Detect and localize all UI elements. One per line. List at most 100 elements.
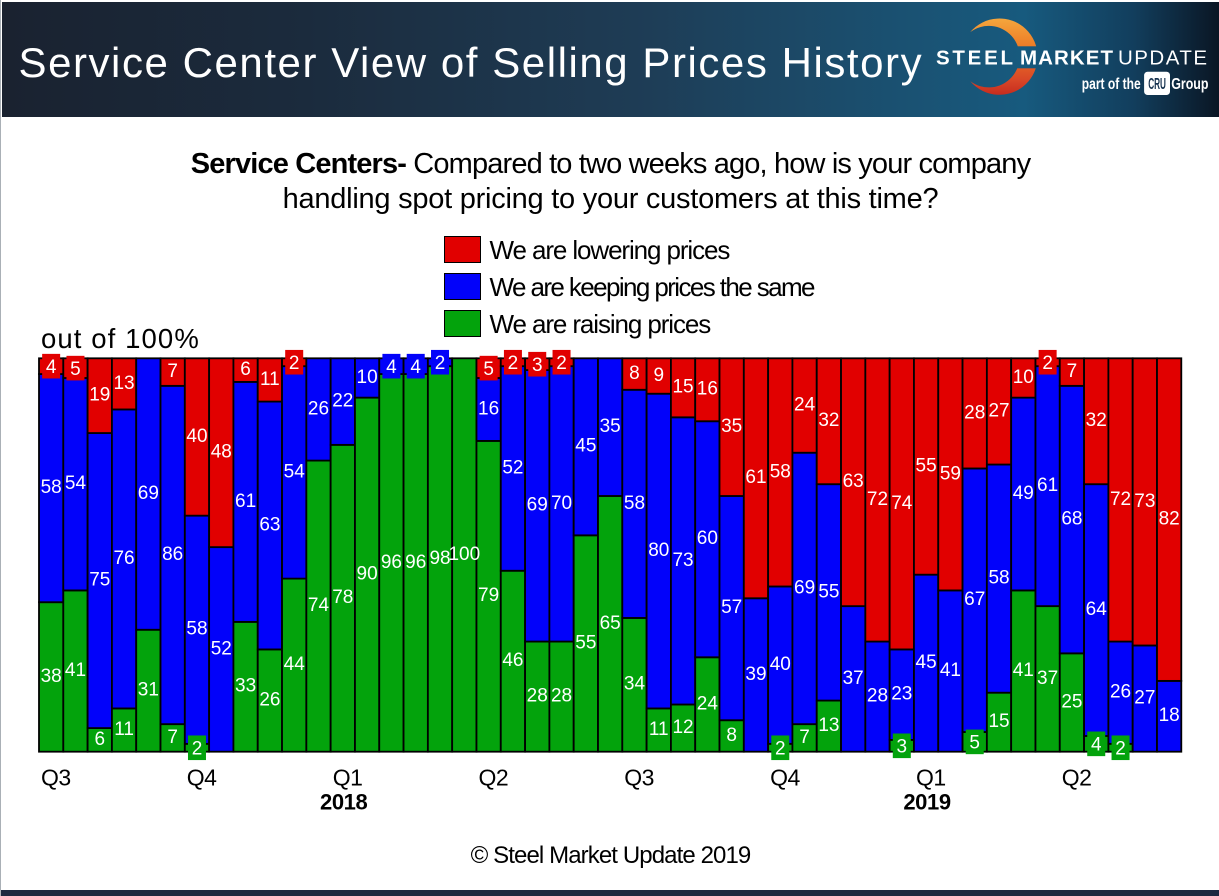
- svg-text:26: 26: [259, 689, 280, 710]
- svg-text:58: 58: [988, 568, 1009, 589]
- svg-text:31: 31: [138, 680, 159, 701]
- svg-text:28: 28: [964, 402, 985, 423]
- svg-text:90: 90: [357, 564, 378, 585]
- svg-text:41: 41: [940, 660, 961, 681]
- svg-text:58: 58: [41, 477, 62, 498]
- svg-text:69: 69: [527, 495, 548, 516]
- svg-text:24: 24: [794, 394, 816, 415]
- svg-text:8: 8: [629, 363, 640, 384]
- svg-text:67: 67: [964, 589, 985, 610]
- svg-text:7: 7: [799, 727, 810, 748]
- svg-text:32: 32: [1086, 410, 1107, 431]
- svg-text:4: 4: [386, 357, 397, 378]
- svg-text:49: 49: [1013, 483, 1034, 504]
- svg-text:45: 45: [575, 436, 596, 457]
- svg-text:2: 2: [435, 353, 446, 374]
- svg-text:86: 86: [162, 544, 183, 565]
- svg-text:74: 74: [891, 493, 913, 514]
- svg-text:60: 60: [697, 528, 718, 549]
- svg-text:3: 3: [897, 737, 908, 758]
- svg-text:Q4: Q4: [770, 764, 800, 790]
- svg-text:10: 10: [357, 367, 378, 388]
- svg-text:Q4: Q4: [187, 764, 217, 790]
- svg-text:15: 15: [988, 711, 1009, 732]
- svg-text:37: 37: [1037, 668, 1058, 689]
- svg-text:CRU: CRU: [1148, 76, 1166, 93]
- svg-text:54: 54: [284, 461, 306, 482]
- svg-text:69: 69: [138, 483, 159, 504]
- svg-text:100: 100: [448, 544, 480, 565]
- svg-text:28: 28: [551, 686, 572, 707]
- svg-text:12: 12: [672, 717, 693, 738]
- svg-text:24: 24: [697, 693, 719, 714]
- svg-text:16: 16: [478, 398, 499, 419]
- svg-text:5: 5: [483, 359, 494, 380]
- svg-text:55: 55: [818, 581, 839, 602]
- svg-text:MARKET: MARKET: [1020, 47, 1113, 70]
- svg-text:96: 96: [381, 552, 402, 573]
- svg-text:58: 58: [186, 619, 207, 640]
- svg-text:55: 55: [916, 455, 937, 476]
- svg-text:75: 75: [89, 569, 110, 590]
- svg-text:72: 72: [1110, 489, 1131, 510]
- svg-text:73: 73: [672, 550, 693, 571]
- svg-text:2: 2: [556, 353, 567, 374]
- svg-text:27: 27: [988, 400, 1009, 421]
- svg-text:Q1: Q1: [916, 764, 946, 790]
- svg-text:Q2: Q2: [1062, 764, 1092, 790]
- svg-text:98: 98: [429, 548, 450, 569]
- svg-text:33: 33: [235, 676, 256, 697]
- svg-text:Q3: Q3: [41, 764, 71, 790]
- svg-text:48: 48: [211, 442, 232, 463]
- svg-text:10: 10: [1013, 367, 1034, 388]
- svg-text:2: 2: [1042, 353, 1053, 374]
- svg-text:2: 2: [289, 353, 300, 374]
- svg-text:54: 54: [65, 473, 87, 494]
- svg-text:19: 19: [89, 385, 110, 406]
- svg-text:76: 76: [113, 548, 134, 569]
- svg-text:16: 16: [697, 379, 718, 400]
- svg-text:59: 59: [940, 463, 961, 484]
- svg-text:46: 46: [502, 650, 523, 671]
- svg-text:61: 61: [745, 467, 766, 488]
- svg-text:11: 11: [114, 719, 134, 740]
- svg-text:65: 65: [600, 613, 621, 634]
- svg-text:79: 79: [478, 585, 499, 606]
- svg-text:18: 18: [1159, 705, 1180, 726]
- svg-text:5: 5: [969, 733, 980, 754]
- svg-text:32: 32: [818, 410, 839, 431]
- svg-text:13: 13: [818, 715, 839, 736]
- svg-text:72: 72: [867, 489, 888, 510]
- svg-text:UPDATE: UPDATE: [1118, 47, 1207, 70]
- svg-text:25: 25: [1061, 691, 1082, 712]
- svg-text:15: 15: [672, 377, 693, 398]
- svg-text:9: 9: [653, 365, 664, 386]
- svg-text:45: 45: [916, 652, 937, 673]
- svg-text:52: 52: [211, 638, 232, 659]
- svg-text:7: 7: [167, 727, 178, 748]
- svg-text:11: 11: [260, 369, 280, 390]
- svg-text:4: 4: [1091, 735, 1102, 756]
- svg-text:35: 35: [721, 416, 742, 437]
- svg-text:22: 22: [332, 390, 353, 411]
- svg-text:38: 38: [41, 666, 62, 687]
- svg-text:4: 4: [46, 357, 57, 378]
- svg-text:Group: Group: [1171, 76, 1208, 93]
- svg-text:26: 26: [1110, 682, 1131, 703]
- svg-text:37: 37: [843, 668, 864, 689]
- svg-text:58: 58: [624, 493, 645, 514]
- svg-text:2019: 2019: [903, 790, 951, 815]
- svg-text:69: 69: [794, 577, 815, 598]
- svg-text:61: 61: [235, 491, 256, 512]
- svg-text:2: 2: [1115, 739, 1126, 760]
- svg-text:11: 11: [649, 719, 669, 740]
- svg-text:63: 63: [259, 514, 280, 535]
- svg-text:4: 4: [410, 357, 421, 378]
- svg-text:52: 52: [502, 457, 523, 478]
- svg-text:Q1: Q1: [333, 764, 363, 790]
- svg-text:41: 41: [65, 660, 86, 681]
- svg-text:Q3: Q3: [624, 764, 654, 790]
- svg-text:5: 5: [70, 359, 81, 380]
- svg-text:78: 78: [332, 587, 353, 608]
- svg-text:2: 2: [192, 739, 203, 760]
